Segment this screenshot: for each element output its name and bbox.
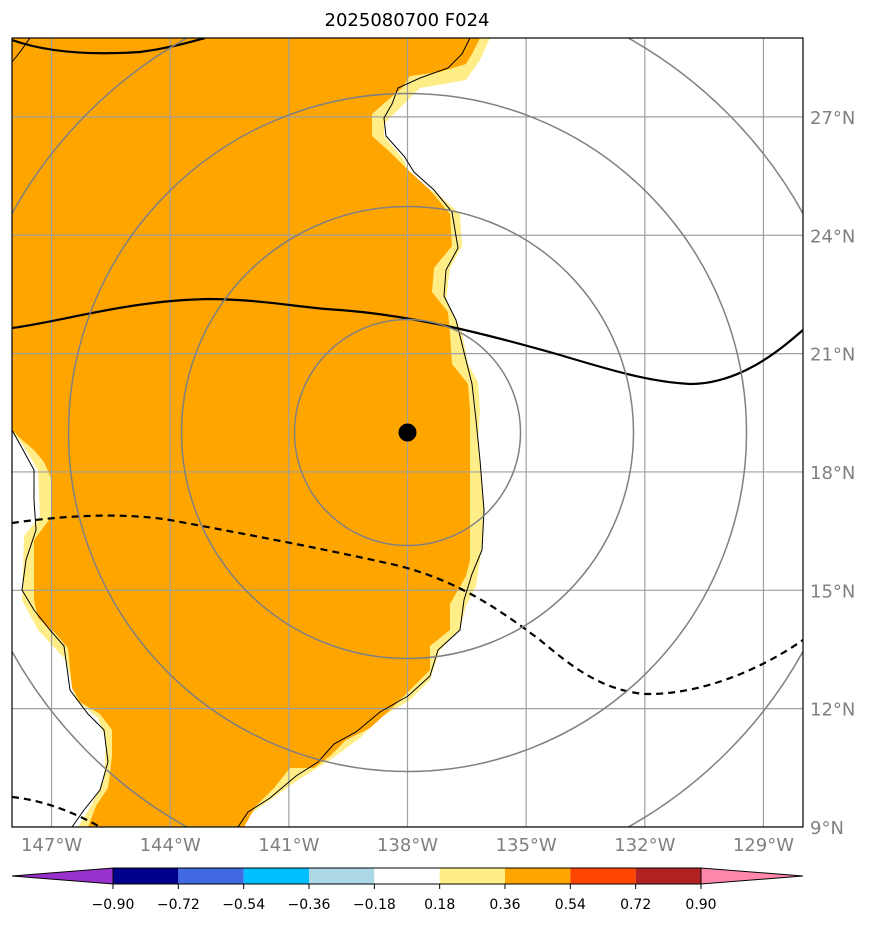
lat-tick-label: 21°N: [810, 345, 855, 366]
lon-tick-label: 138°W: [377, 835, 438, 856]
colorbar-tick-label: 0.18: [424, 897, 455, 913]
colorbar-tick-label: −0.90: [92, 897, 135, 913]
map-area: [12, 38, 803, 827]
colorbar-segment: [309, 868, 375, 884]
colorbar-segment: [570, 868, 636, 884]
lon-tick-label: 135°W: [496, 835, 557, 856]
lat-tick-label: 12°N: [810, 700, 855, 721]
lon-tick-label: 147°W: [21, 835, 82, 856]
colorbar-segment: [635, 868, 701, 884]
lon-tick-label: 132°W: [614, 835, 675, 856]
colorbar-extend-low: [11, 867, 114, 885]
colorbar-tick-label: −0.18: [353, 897, 396, 913]
colorbar-segment: [113, 868, 179, 884]
colorbar-segment: [178, 868, 244, 884]
colorbar-tick-label: −0.54: [222, 897, 265, 913]
colorbar-tick-label: 0.90: [685, 897, 716, 913]
colorbar-segment: [505, 868, 571, 884]
range-ring-3: [67, 92, 748, 773]
lat-tick-label: 18°N: [810, 463, 855, 484]
colorbar-extend-high: [700, 867, 804, 885]
lat-tick-label: 27°N: [810, 108, 855, 129]
colorbar-tick-label: −0.72: [157, 897, 200, 913]
storm-center-marker: [398, 423, 417, 442]
colorbar: −0.90 −0.72 −0.54 −0.36 −0.18 0.18 0.36 0.54 0.7…: [11, 867, 804, 913]
colorbar-tick-label: 0.54: [555, 897, 586, 913]
lon-tick-label: 129°W: [733, 835, 794, 856]
range-ring-2: [180, 205, 635, 660]
colorbar-tick-label: 0.36: [489, 897, 520, 913]
contour-dashed-middle: [12, 514, 803, 696]
colorbar-tick-label: −0.36: [288, 897, 331, 913]
lat-tick-label: 9°N: [810, 818, 844, 839]
contour-solid-north: [12, 38, 206, 55]
longitude-labels: 147°W 144°W 141°W 138°W 135°W 132°W 129°W: [21, 835, 794, 856]
map-title: 2025080700 F024: [325, 10, 490, 31]
colorbar-outline: [112, 867, 702, 885]
lat-tick-label: 24°N: [810, 226, 855, 247]
colorbar-segment: [243, 868, 309, 884]
shaded-boundary: [12, 38, 485, 827]
lon-tick-label: 144°W: [140, 835, 201, 856]
colorbar-segment: [374, 868, 440, 884]
latitude-labels: 9°N 12°N 15°N 18°N 21°N 24°N 27°N: [810, 108, 855, 839]
range-ring-1: [293, 318, 522, 547]
graticule: [12, 38, 803, 827]
lat-tick-label: 15°N: [810, 581, 855, 602]
colorbar-tick-label: 0.72: [620, 897, 651, 913]
range-rings: [12, 38, 803, 827]
colorbar-segment: [439, 868, 505, 884]
map-frame: [11, 37, 804, 828]
lon-tick-label: 141°W: [258, 835, 319, 856]
